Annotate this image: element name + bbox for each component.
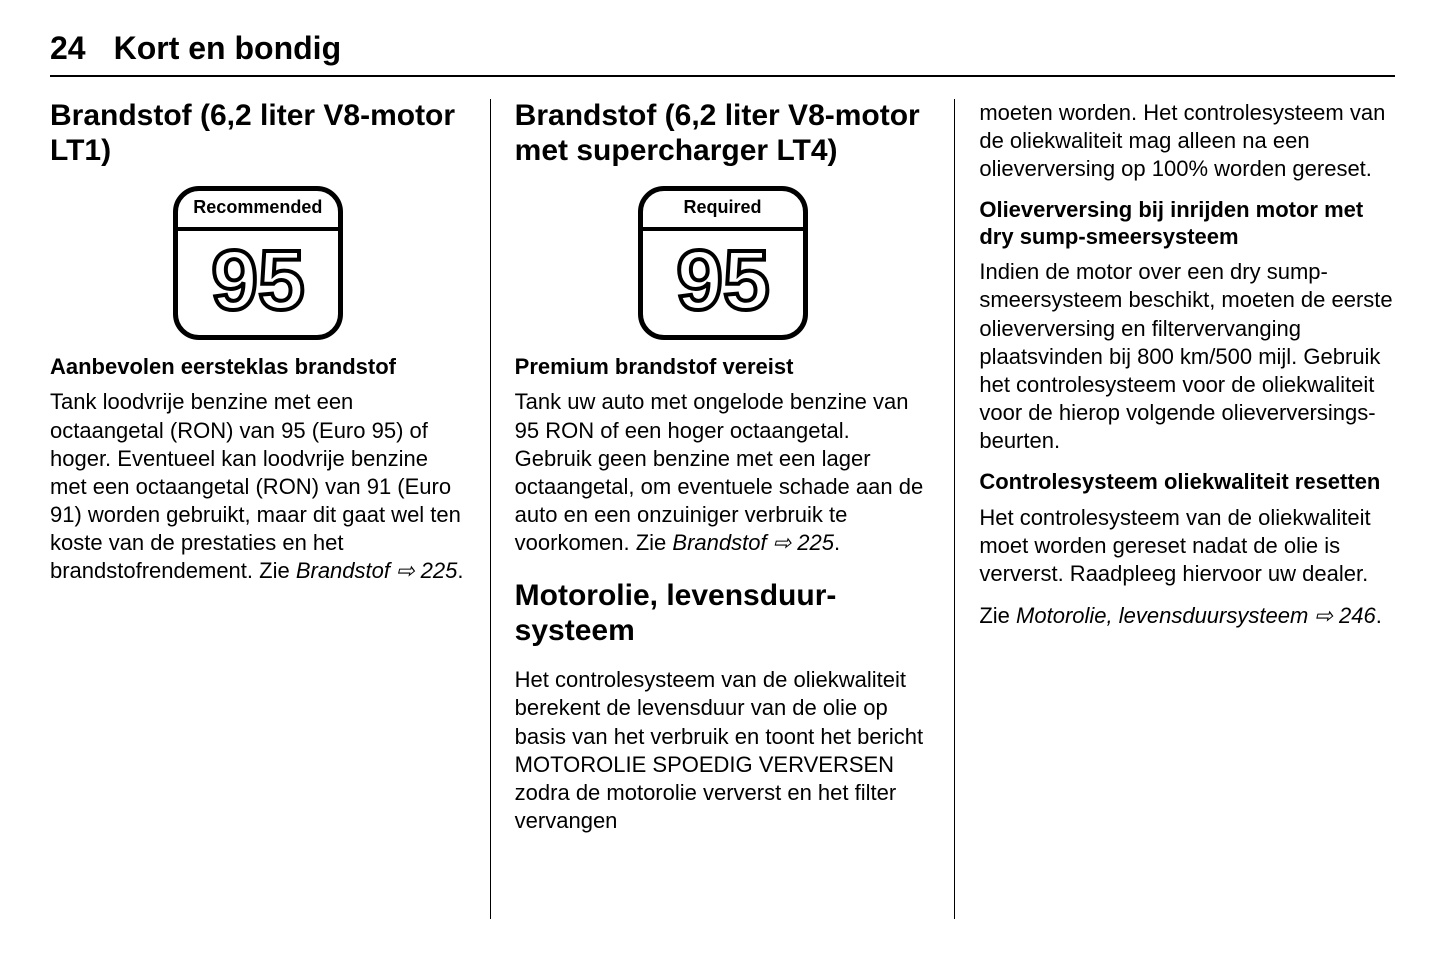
oil-ref-page: 246 [1339, 603, 1376, 628]
oil-ref-paragraph: Zie Motorolie, levensduursys­teem ⇨ 246. [979, 602, 1395, 630]
oil-life-title: Motorolie, levensduur­systeem [515, 579, 931, 648]
fuel-badge-recommended: Recommended 95 [173, 186, 343, 340]
fuel-lt1-title: Brandstof (6,2 liter V8-motor LT1) [50, 99, 466, 168]
fuel-lt4-title: Brandstof (6,2 liter V8-motor met super­… [515, 99, 931, 168]
fuel-ref-page: 225 [797, 530, 834, 555]
fuel-lt1-body-text: Tank loodvrije benzine met een octaanget… [50, 389, 461, 583]
oil-life-continuation: moeten worden. Het controlesys­teem van … [979, 99, 1395, 183]
oil-life-body: Het controlesysteem van de oliekwaliteit… [515, 666, 931, 835]
page-header: 24 Kort en bondig [50, 30, 1395, 77]
column-3: moeten worden. Het controlesys­teem van … [954, 99, 1395, 919]
fuel-ref-page: 225 [421, 558, 458, 583]
fuel-ref-text: Brandstof [672, 530, 766, 555]
content-columns: Brandstof (6,2 liter V8-motor LT1) Recom… [50, 99, 1395, 919]
oil-ref-link[interactable]: Motorolie, levensduursys­teem ⇨ 246 [1016, 603, 1376, 628]
fuel-95-text: 95 [676, 237, 769, 327]
reset-oil-subtitle: Controlesysteem oliekwaliteit resetten [979, 469, 1395, 495]
fuel-ref-link[interactable]: Brandstof ⇨ 225 [296, 558, 458, 583]
fuel-badge-number-icon: 95 [178, 229, 338, 335]
oil-ref-pre: Zie [979, 603, 1016, 628]
fuel-badge-label: Recommended [178, 197, 338, 218]
fuel-95-text: 95 [211, 237, 304, 327]
column-1: Brandstof (6,2 liter V8-motor LT1) Recom… [50, 99, 490, 919]
column-2: Brandstof (6,2 liter V8-motor met super­… [490, 99, 955, 919]
dry-sump-body: Indien de motor over een dry sump-smeers… [979, 258, 1395, 455]
ref-arrow-icon: ⇨ [1314, 603, 1332, 628]
fuel-ref-link[interactable]: Brandstof ⇨ 225 [672, 530, 834, 555]
ref-arrow-icon: ⇨ [773, 530, 791, 555]
oil-ref-text: Motorolie, levensduursys­teem [1016, 603, 1308, 628]
page-number: 24 [50, 30, 86, 67]
fuel-badge-number-icon: 95 [643, 229, 803, 335]
fuel-badge-label: Required [643, 197, 803, 218]
premium-fuel-recommended-subtitle: Aanbevolen eersteklas brandstof [50, 354, 466, 380]
chapter-title: Kort en bondig [114, 30, 342, 67]
reset-oil-body: Het controlesysteem van de oliekwaliteit… [979, 504, 1395, 588]
fuel-lt4-body: Tank uw auto met ongelode benzine van 95… [515, 388, 931, 557]
premium-fuel-required-subtitle: Premium brandstof vereist [515, 354, 931, 380]
dry-sump-subtitle: Olieverversing bij inrijden motor met dr… [979, 197, 1395, 250]
fuel-badge-required: Required 95 [638, 186, 808, 340]
fuel-lt1-body: Tank loodvrije benzine met een octaanget… [50, 388, 466, 585]
fuel-ref-text: Brandstof [296, 558, 390, 583]
ref-arrow-icon: ⇨ [396, 558, 414, 583]
